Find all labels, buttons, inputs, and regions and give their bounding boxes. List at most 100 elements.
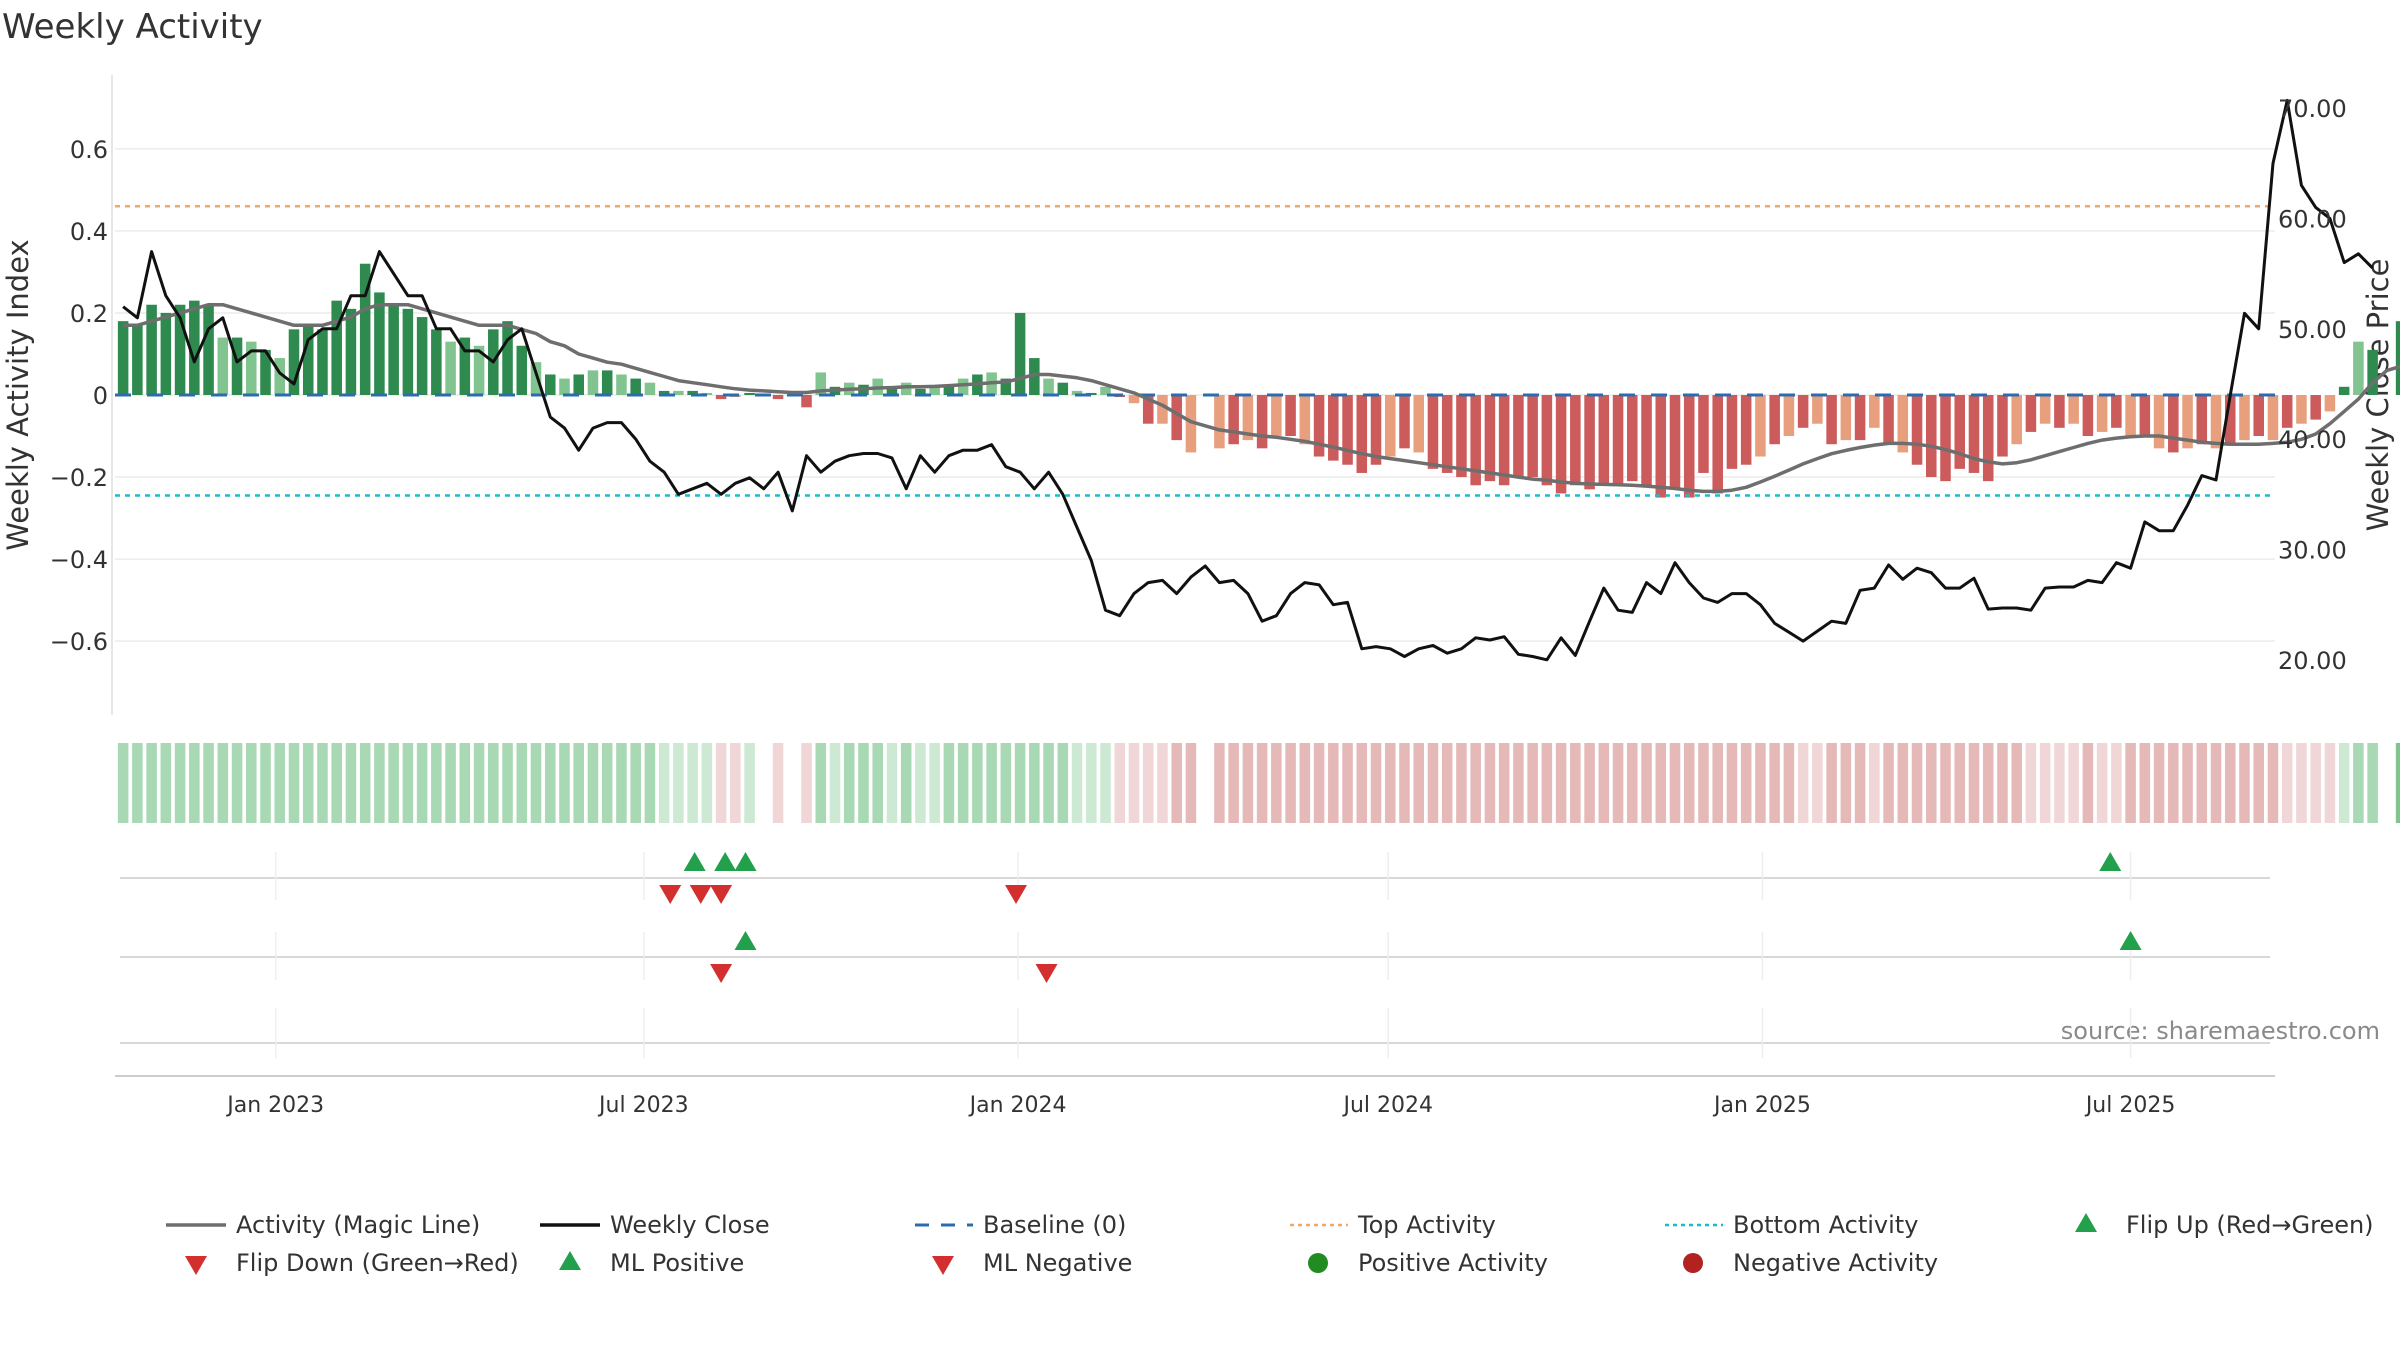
bar-negative [1926, 395, 1937, 478]
bar-negative [1612, 395, 1624, 486]
legend-swatch-triangle-up [559, 1251, 581, 1270]
heat-cell [1142, 743, 1154, 823]
bar-negative [1399, 395, 1410, 449]
bar-negative [1826, 395, 1837, 445]
heat-cell [1427, 743, 1439, 823]
bar-positive [1100, 386, 1111, 395]
legend-label: Top Activity [1357, 1211, 1496, 1239]
y-tick-label-left: 0.2 [70, 300, 108, 328]
bar-negative [1527, 395, 1538, 478]
bar-negative [1427, 395, 1439, 469]
bar-negative [1441, 395, 1453, 473]
bar-negative [1456, 395, 1467, 478]
heat-cell [2296, 743, 2307, 823]
heat-cell [2182, 743, 2193, 823]
flip-down-marker [710, 885, 733, 904]
bar-positive [1043, 378, 1054, 395]
heat-cell [1683, 743, 1695, 823]
y-tick-label-left: 0.4 [70, 218, 108, 246]
bar-negative [2210, 395, 2222, 449]
heat-cell [117, 743, 129, 823]
heat-cell [601, 743, 613, 823]
bar-positive [587, 370, 599, 395]
y-tick-label-right: 50.00 [2278, 316, 2347, 344]
bar-negative [1669, 395, 1681, 490]
heat-cell [431, 743, 442, 823]
bar-negative [2182, 395, 2193, 449]
heat-cell [943, 743, 955, 823]
bar-negative [2153, 395, 2165, 449]
heat-cell [1384, 743, 1396, 823]
flip-down-marker [1005, 885, 1028, 904]
heat-cell [687, 743, 698, 823]
heat-cell [2239, 743, 2250, 823]
heat-cell [359, 743, 371, 823]
flip-up-marker [734, 852, 757, 871]
heat-cell [1285, 743, 1296, 823]
flip-up-marker [2099, 852, 2122, 871]
legend-label: ML Positive [610, 1249, 744, 1277]
heat-cell [1470, 743, 1481, 823]
bar-negative [1954, 395, 1966, 469]
bar-positive [217, 337, 229, 395]
bar-positive [644, 382, 656, 395]
bar-negative [1655, 395, 1667, 498]
bar-negative [2011, 395, 2022, 445]
heat-cell [2125, 743, 2136, 823]
heat-cell [2353, 743, 2364, 823]
heat-cell [1242, 743, 1254, 823]
bar-positive [886, 386, 898, 395]
bar-negative [2025, 395, 2037, 432]
heat-cell [815, 743, 827, 823]
bar-negative [2096, 395, 2108, 432]
heat-cell [1171, 743, 1182, 823]
bar-negative [1797, 395, 1809, 428]
heat-cell [900, 743, 912, 823]
bar-negative [2111, 395, 2122, 428]
bar-negative [2196, 395, 2208, 445]
bar-negative [1968, 395, 1980, 473]
y-axis-label-right: Weekly Close Price [2361, 259, 2395, 532]
bar-negative [1740, 395, 1752, 465]
bar-negative [1812, 395, 1823, 424]
heat-cell [1968, 743, 1980, 823]
bar-negative [1627, 395, 1638, 482]
magic-line-series [123, 302, 2400, 494]
heat-cell [1299, 743, 1311, 823]
heat-cell [616, 743, 627, 823]
heat-cell [1000, 743, 1012, 823]
bar-negative [1470, 395, 1481, 486]
legend-label: Negative Activity [1733, 1249, 1938, 1277]
bar-positive [815, 372, 827, 395]
heat-cell [246, 743, 257, 823]
bar-negative [1299, 395, 1311, 445]
heat-cell [374, 743, 385, 823]
bar-positive [246, 341, 257, 395]
legend-label: ML Negative [983, 1249, 1132, 1277]
heat-cell [345, 743, 357, 823]
heat-cell [1869, 743, 1880, 823]
y-tick-label-left: 0 [93, 382, 108, 410]
bar-positive [331, 300, 342, 395]
bar-negative [1171, 395, 1182, 441]
bar-positive [260, 349, 271, 395]
y-tick-label-left: 0.6 [70, 136, 108, 164]
heat-cell [886, 743, 898, 823]
heat-cell [189, 743, 200, 823]
heat-cell [587, 743, 599, 823]
heat-cell [673, 743, 684, 823]
signal-rows: Jan 2023 Jul 2023 Jan 2024 Jul 2024 Jan 2025… [115, 852, 2275, 1118]
heat-cell [744, 743, 755, 823]
heat-cell [2253, 743, 2264, 823]
heat-cell [1271, 743, 1282, 823]
axes: 0.6 0.4 0.2 0 −0.2 −0.4 −0.6 70.00 60.00 50.00 40.… [50, 75, 2347, 715]
bar-negative [1256, 395, 1268, 449]
bar-positive [431, 329, 442, 395]
x-tick-label: Jul 2025 [2084, 1093, 2176, 1118]
heat-cell [1954, 743, 1966, 823]
bar-positive [2367, 349, 2378, 395]
heat-cell [231, 743, 243, 823]
heat-cell [1128, 743, 1140, 823]
heat-cell [2281, 743, 2293, 823]
